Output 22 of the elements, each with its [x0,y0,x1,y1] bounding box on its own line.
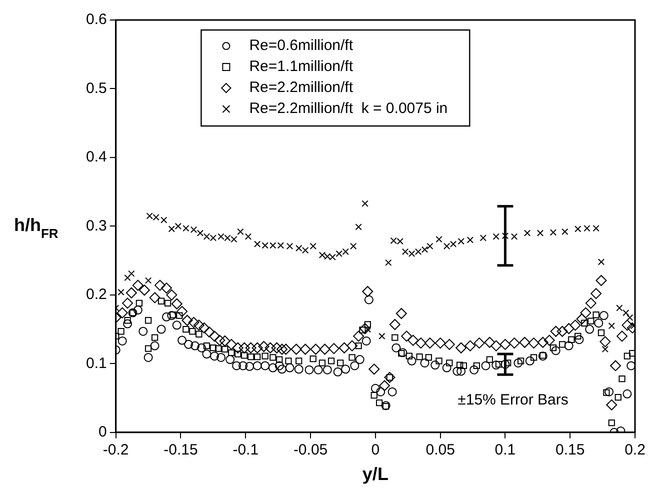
y-tick-label: 0.4 [86,148,107,166]
y-tick-label: 0.5 [86,80,107,97]
x-tick-label: -0.15 [164,442,198,459]
x-tick-label: -0.1 [232,442,259,459]
x-tick-label: 0.15 [556,442,585,459]
x-tick-label: 0.1 [494,442,516,459]
legend-label: Re=2.2million/ft k = 0.0075 in [249,100,448,118]
legend-label: Re=0.6million/ft [249,37,354,54]
x-tick-label: 0.05 [426,442,455,459]
y-tick-label: 0.2 [86,286,107,304]
x-tick-label: -0.2 [102,442,129,459]
x-axis-title: y/L [362,464,388,484]
legend-label: Re=2.2million/ft [249,79,354,96]
x-tick-label: 0.2 [624,442,646,459]
x-tick-label: 0 [371,442,380,459]
y-tick-label: 0.6 [86,11,107,28]
legend-label: Re=1.1million/ft [249,58,354,76]
y-tick-label: 0.3 [86,217,107,234]
annotation: ±15% Error Bars [458,392,568,409]
y-tick-label: 0 [98,424,107,441]
y-tick-label: 0.1 [86,354,107,372]
x-tick-label: -0.05 [293,442,328,459]
